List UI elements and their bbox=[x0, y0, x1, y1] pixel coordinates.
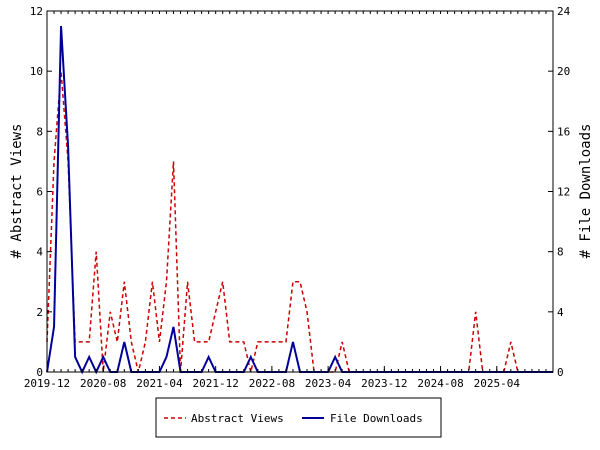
y-axis-left-title: # Abstract Views bbox=[9, 124, 25, 259]
x-tick-label: 2024-08 bbox=[417, 377, 463, 390]
legend-label-file-downloads: File Downloads bbox=[330, 412, 423, 425]
y-axis-right-title: # File Downloads bbox=[578, 124, 594, 259]
x-tick-label: 2021-12 bbox=[192, 377, 238, 390]
y-left-tick-label: 8 bbox=[36, 125, 43, 138]
legend: Abstract Views File Downloads bbox=[155, 397, 442, 438]
y-left-tick-label: 2 bbox=[36, 306, 43, 319]
y-left-tick-label: 4 bbox=[36, 246, 43, 259]
series-layer bbox=[46, 25, 553, 375]
y-left-tick-label: 12 bbox=[30, 5, 43, 18]
series-line-abstract-views bbox=[46, 71, 553, 373]
y-left-tick-label: 0 bbox=[36, 366, 43, 379]
y-left-tick-label: 6 bbox=[36, 186, 43, 199]
y-right-tick-label: 16 bbox=[557, 125, 570, 138]
y-right-tick-label: 0 bbox=[557, 366, 564, 379]
x-tick-label: 2019-12 bbox=[24, 377, 70, 390]
y-right-tick-label: 8 bbox=[557, 246, 564, 259]
y-right-tick-label: 12 bbox=[557, 186, 570, 199]
y-right-tick-label: 4 bbox=[557, 306, 564, 319]
legend-label-abstract-views: Abstract Views bbox=[191, 412, 284, 425]
x-tick-label: 2025-04 bbox=[474, 377, 521, 390]
x-tick-label: 2023-12 bbox=[361, 377, 407, 390]
y-right-tick-label: 24 bbox=[557, 5, 571, 18]
x-tick-label: 2021-04 bbox=[136, 377, 183, 390]
x-tick-label: 2023-04 bbox=[305, 377, 352, 390]
x-tick-label: 2022-08 bbox=[249, 377, 295, 390]
x-tick-label: 2020-08 bbox=[80, 377, 126, 390]
legend-box bbox=[155, 397, 442, 438]
y-right-tick-label: 20 bbox=[557, 65, 570, 78]
y-left-tick-label: 10 bbox=[30, 65, 43, 78]
